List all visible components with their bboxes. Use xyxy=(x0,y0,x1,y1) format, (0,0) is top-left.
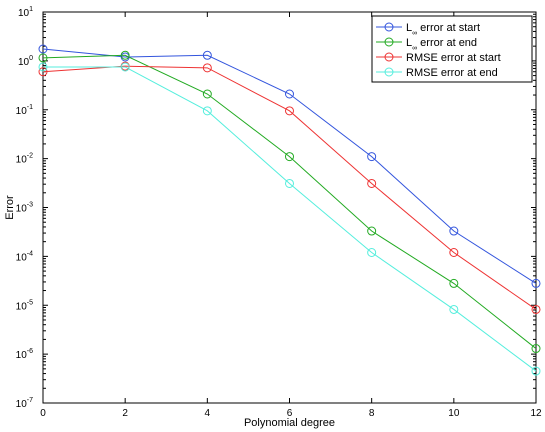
y-tick-label: 10-2 xyxy=(16,153,33,166)
legend-label-2: L∞ error at end xyxy=(406,37,477,52)
legend-label-3: RMSE error at start xyxy=(406,52,501,64)
series-markers xyxy=(38,44,541,376)
x-tick-label: 4 xyxy=(205,408,211,419)
x-axis-label: Polynomial degree xyxy=(244,417,335,429)
data-point-series-1 xyxy=(367,152,377,162)
legend-marker-2 xyxy=(384,37,394,47)
data-point-series-4 xyxy=(449,304,459,314)
x-tick-label: 6 xyxy=(287,408,293,419)
y-tick-label: 10-5 xyxy=(16,299,33,312)
y-tick-label: 100 xyxy=(18,55,33,68)
data-point-series-1 xyxy=(285,89,294,99)
series-lines xyxy=(42,48,537,372)
data-point-series-2 xyxy=(531,344,541,354)
data-point-series-1 xyxy=(38,44,48,54)
data-point-series-4 xyxy=(367,248,377,258)
data-point-series-2 xyxy=(38,53,48,63)
x-tick-label: 0 xyxy=(40,408,46,419)
data-point-series-4 xyxy=(202,106,212,116)
data-point-series-3 xyxy=(367,178,377,188)
data-point-series-2 xyxy=(285,152,294,162)
data-point-series-3 xyxy=(202,63,212,73)
y-tick-label: 10-7 xyxy=(16,397,33,410)
legend-label-1: L∞ error at start xyxy=(406,22,480,37)
y-tick-label: 10-3 xyxy=(16,202,33,215)
x-tick-label: 12 xyxy=(530,408,542,419)
data-point-series-1 xyxy=(449,226,459,236)
data-point-series-2 xyxy=(367,226,377,236)
y-tick-label: 10-6 xyxy=(16,348,33,361)
data-point-series-2 xyxy=(449,278,459,288)
data-point-series-4 xyxy=(38,62,48,72)
data-point-series-3 xyxy=(449,248,459,258)
data-point-series-1 xyxy=(531,278,541,288)
y-tick-label: 10-1 xyxy=(16,104,33,117)
series-line-3 xyxy=(42,65,537,310)
data-point-series-2 xyxy=(120,50,130,60)
x-tick-label: 8 xyxy=(369,408,375,419)
legend-marker-4 xyxy=(384,67,394,77)
legend-marker-1 xyxy=(384,22,394,32)
x-tick-label: 10 xyxy=(448,408,460,419)
data-point-series-4 xyxy=(285,178,294,188)
series-line-2 xyxy=(42,54,537,349)
y-tick-label: 101 xyxy=(18,6,33,19)
data-point-series-3 xyxy=(285,106,294,116)
axes: 0 2 4 6 8 10 12 10-7 10-6 10-5 10-4 10-3 10-2 10-1 100… xyxy=(16,6,542,419)
series-line-4 xyxy=(43,66,537,372)
legend-label-4: RMSE error at end xyxy=(406,67,498,79)
data-point-series-2 xyxy=(202,89,212,99)
data-point-series-3 xyxy=(38,67,48,77)
data-point-series-4 xyxy=(531,366,541,376)
data-point-series-1 xyxy=(202,50,212,60)
data-point-series-4 xyxy=(120,62,130,72)
series-line-1 xyxy=(42,48,537,284)
data-point-series-3 xyxy=(531,304,541,314)
x-tick-label: 2 xyxy=(122,408,128,419)
legend-marker-3 xyxy=(384,52,394,62)
y-tick-label: 10-4 xyxy=(16,250,33,263)
y-axis-label: Error xyxy=(4,195,16,220)
